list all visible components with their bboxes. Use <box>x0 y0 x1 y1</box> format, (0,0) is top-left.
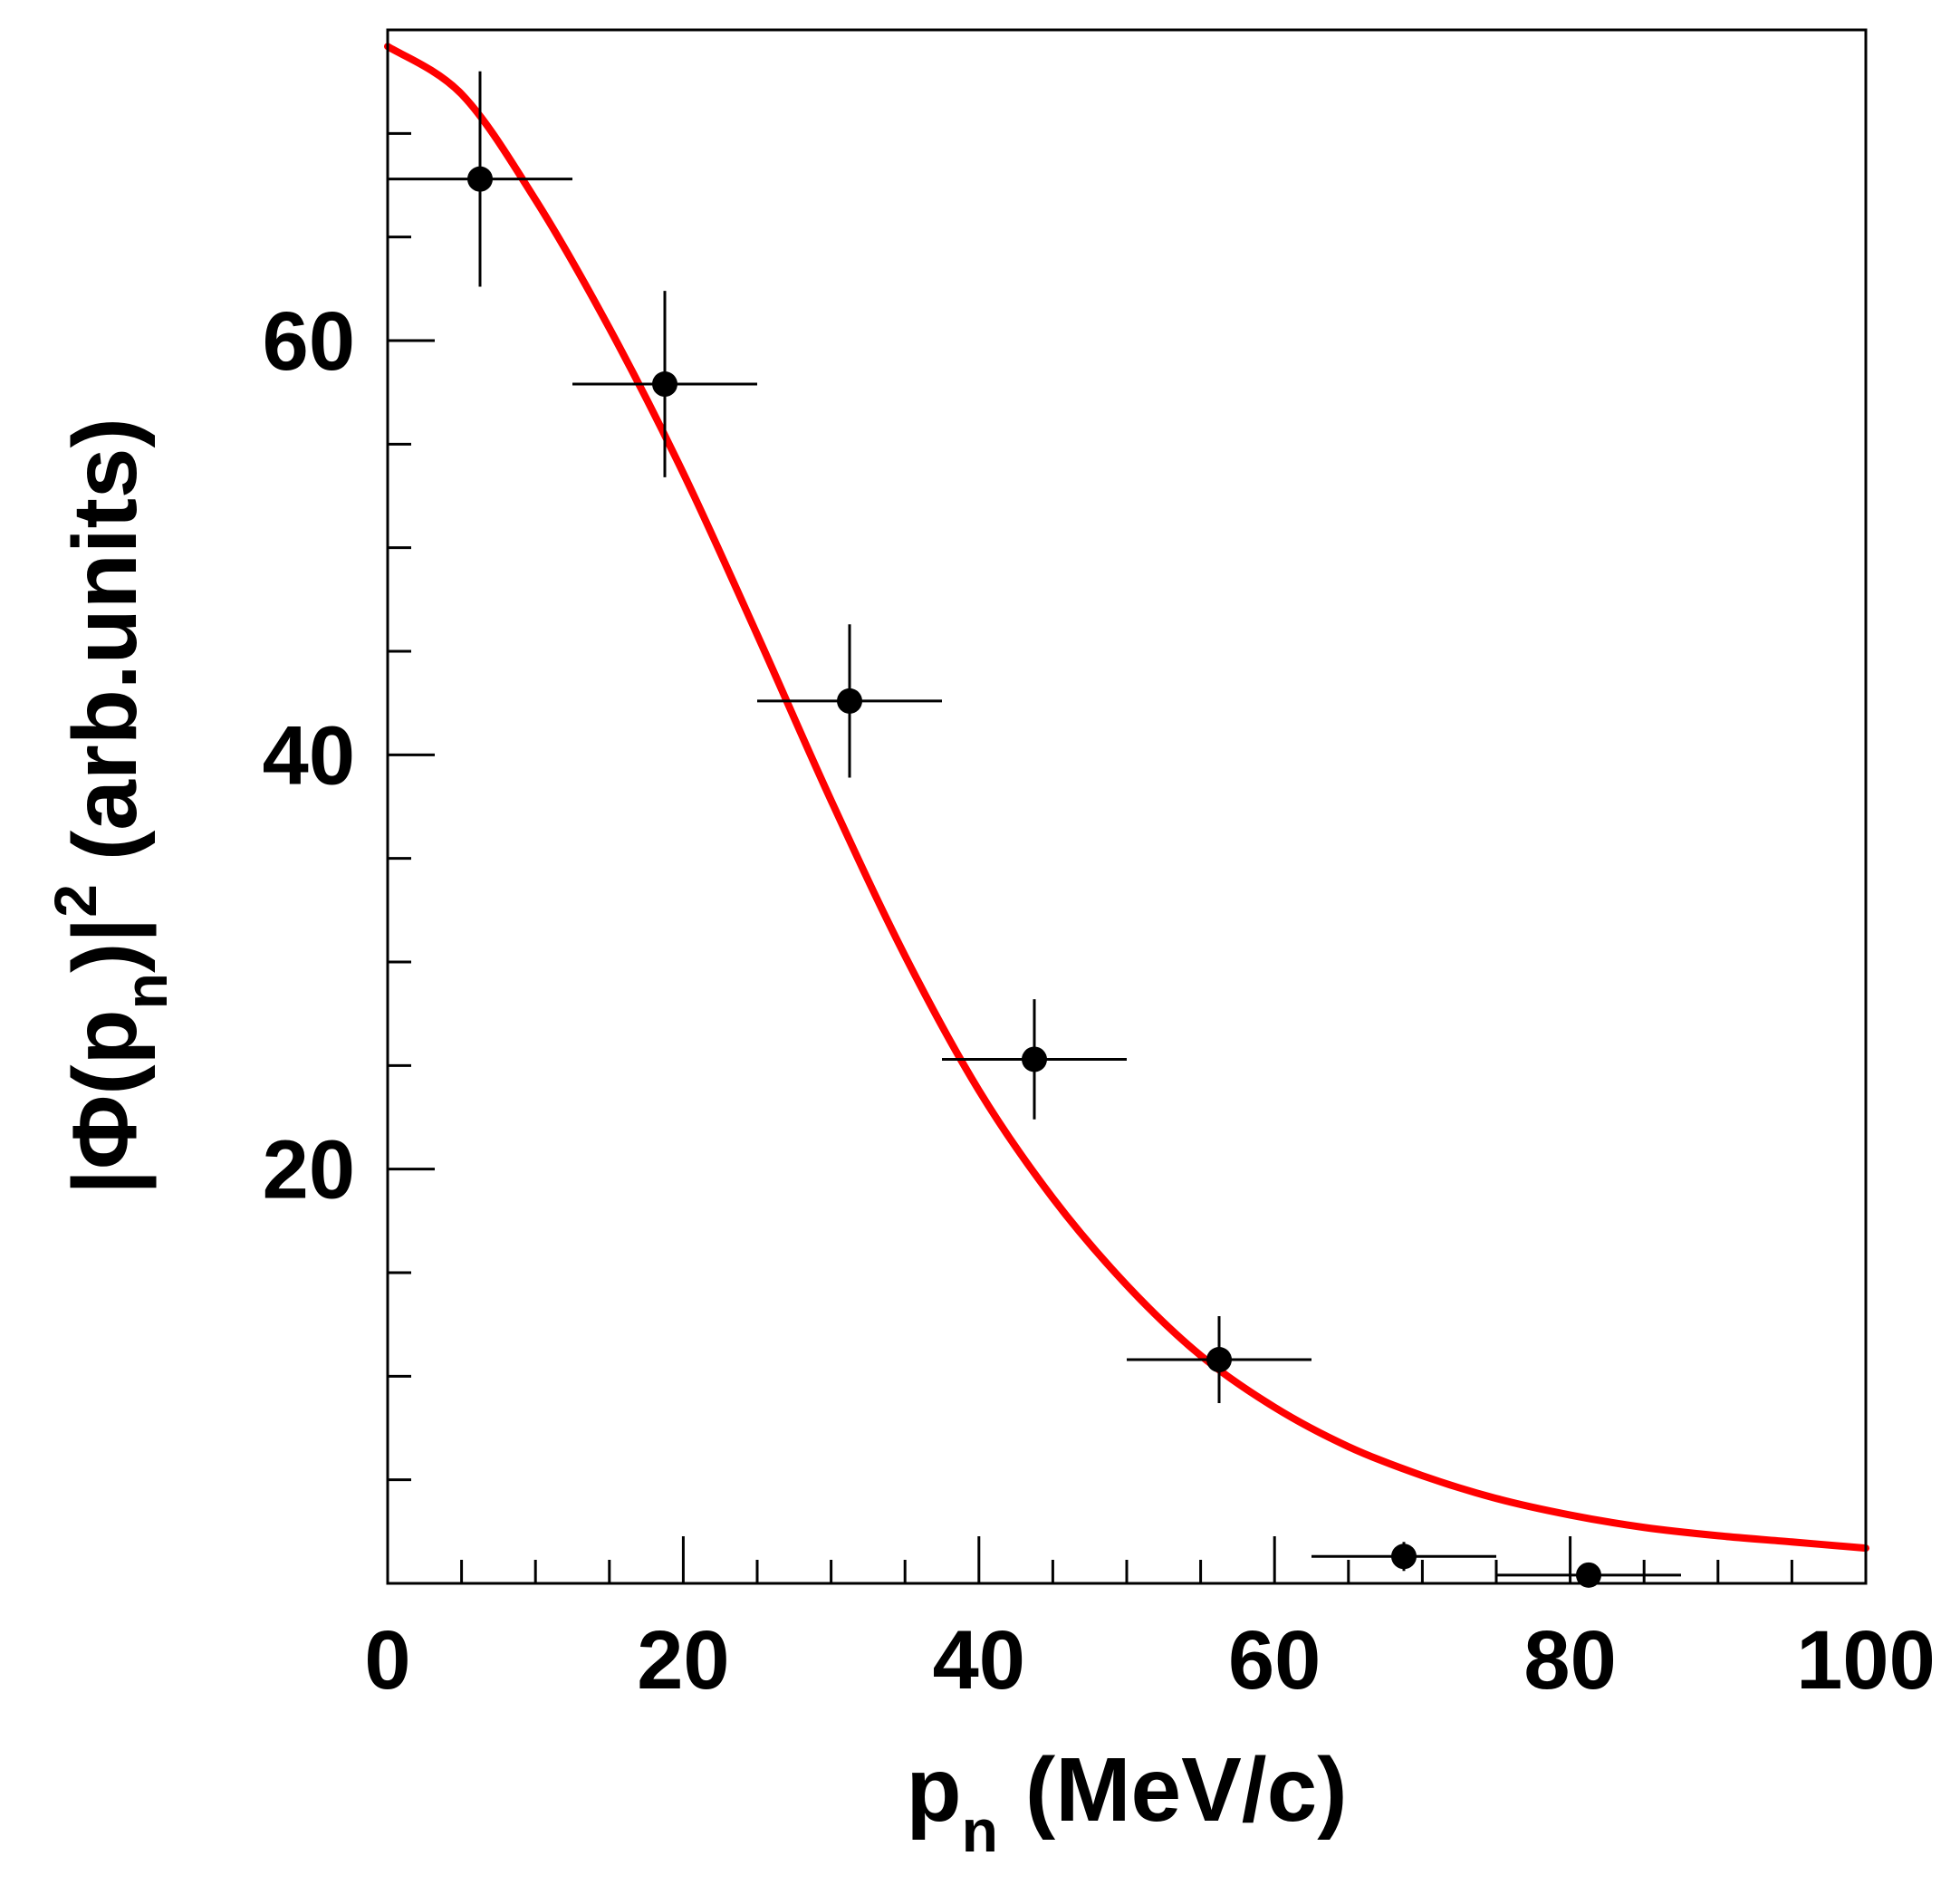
x-tick-label: 0 <box>364 1614 410 1707</box>
y-axis-title-mid: )| <box>54 918 157 973</box>
x-tick-label: 60 <box>1228 1614 1321 1707</box>
y-tick-label: 40 <box>263 709 355 802</box>
x-axis-title-sub: n <box>962 1797 998 1864</box>
x-tick-label: 80 <box>1523 1614 1616 1707</box>
data-point <box>1022 1046 1047 1072</box>
y-axis-title-units: (arb.units) <box>54 418 156 861</box>
y-tick-label: 60 <box>263 295 355 388</box>
x-tick-label: 40 <box>933 1614 1025 1707</box>
y-axis-title-sup: 2 <box>42 884 109 918</box>
x-tick-label: 20 <box>637 1614 729 1707</box>
chart-figure: 0 20 40 60 80 100 20 40 60 pn (MeV/c) |Φ(pn)|2(a… <box>0 0 1960 1880</box>
y-tick-label: 20 <box>263 1124 355 1217</box>
data-point <box>1391 1544 1417 1569</box>
x-axis-title-units: (MeV/c) <box>1025 1739 1348 1841</box>
data-point <box>837 688 862 714</box>
x-axis-title-main: p <box>906 1739 961 1841</box>
data-point <box>1206 1347 1232 1372</box>
chart-background <box>0 0 1960 1880</box>
y-axis-title-sub: n <box>112 973 179 1009</box>
x-tick-label: 100 <box>1796 1614 1936 1707</box>
data-point <box>652 371 677 397</box>
chart-svg: 0 20 40 60 80 100 204060 pn (MeV/c) |Φ(pn)|2(a… <box>0 0 1960 1880</box>
y-axis-title-prefix: |Φ(p <box>54 1009 157 1194</box>
data-point <box>467 167 493 192</box>
